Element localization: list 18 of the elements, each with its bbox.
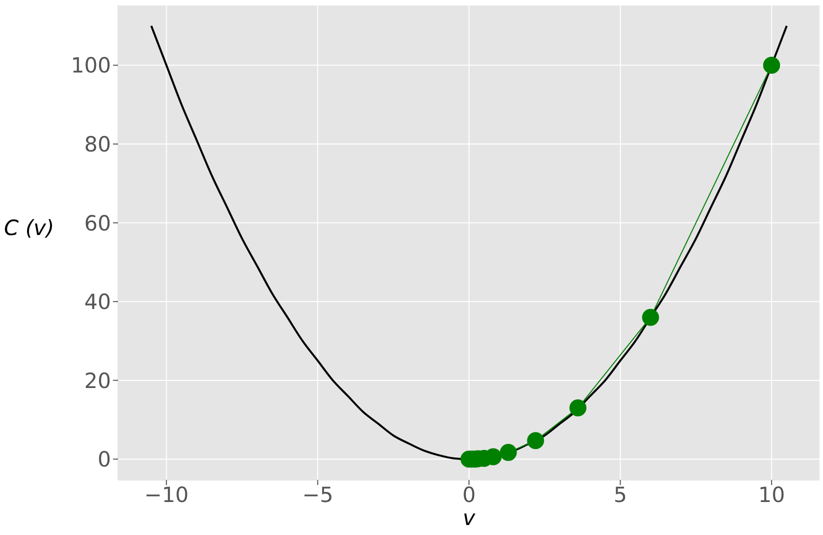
- point: [642, 308, 660, 326]
- x-tick-label: 0: [462, 482, 476, 507]
- x-tick-label: −10: [144, 482, 189, 507]
- point: [527, 432, 544, 450]
- y-tick-label: 60: [84, 211, 111, 236]
- x-tick-label: −5: [302, 482, 334, 507]
- x-tick-label: 10: [758, 482, 785, 507]
- x-axis-title: v: [462, 506, 476, 530]
- y-tick-label: 100: [70, 54, 111, 78]
- point: [500, 444, 517, 461]
- y-axis-title: C (v): [4, 216, 54, 240]
- y-tick-label: 0: [98, 448, 111, 472]
- y-tick-label: 80: [84, 132, 111, 156]
- y-tick-label: 20: [84, 368, 111, 393]
- x-tick-label: 5: [614, 482, 627, 507]
- y-tick-label: 40: [84, 290, 111, 314]
- point: [763, 56, 780, 74]
- point: [569, 399, 586, 416]
